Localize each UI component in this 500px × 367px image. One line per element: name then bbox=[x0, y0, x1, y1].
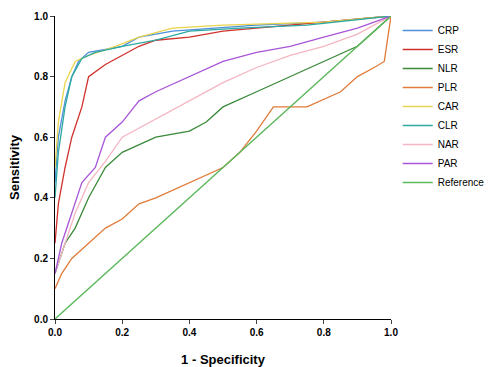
svg-text:1 - Specificity: 1 - Specificity bbox=[181, 352, 266, 367]
svg-text:0.2: 0.2 bbox=[34, 253, 48, 264]
svg-text:0.0: 0.0 bbox=[48, 327, 62, 338]
svg-text:CAR: CAR bbox=[438, 101, 459, 112]
svg-text:0.4: 0.4 bbox=[34, 192, 48, 203]
svg-text:NAR: NAR bbox=[438, 139, 459, 150]
svg-text:PLR: PLR bbox=[438, 82, 457, 93]
svg-text:0.6: 0.6 bbox=[34, 132, 48, 143]
svg-text:Reference: Reference bbox=[438, 177, 485, 188]
svg-text:Sensitivity: Sensitivity bbox=[7, 134, 22, 200]
svg-text:CRP: CRP bbox=[438, 25, 459, 36]
svg-text:1.0: 1.0 bbox=[34, 11, 48, 22]
svg-text:ESR: ESR bbox=[438, 44, 459, 55]
svg-text:0.8: 0.8 bbox=[317, 327, 331, 338]
svg-text:CLR: CLR bbox=[438, 120, 458, 131]
svg-text:NLR: NLR bbox=[438, 63, 458, 74]
svg-text:0.2: 0.2 bbox=[115, 327, 129, 338]
svg-text:0.8: 0.8 bbox=[34, 71, 48, 82]
svg-text:PAR: PAR bbox=[438, 158, 458, 169]
svg-text:0.4: 0.4 bbox=[182, 327, 196, 338]
svg-text:0.0: 0.0 bbox=[34, 314, 48, 325]
svg-text:0.6: 0.6 bbox=[250, 327, 264, 338]
svg-text:1.0: 1.0 bbox=[384, 327, 398, 338]
